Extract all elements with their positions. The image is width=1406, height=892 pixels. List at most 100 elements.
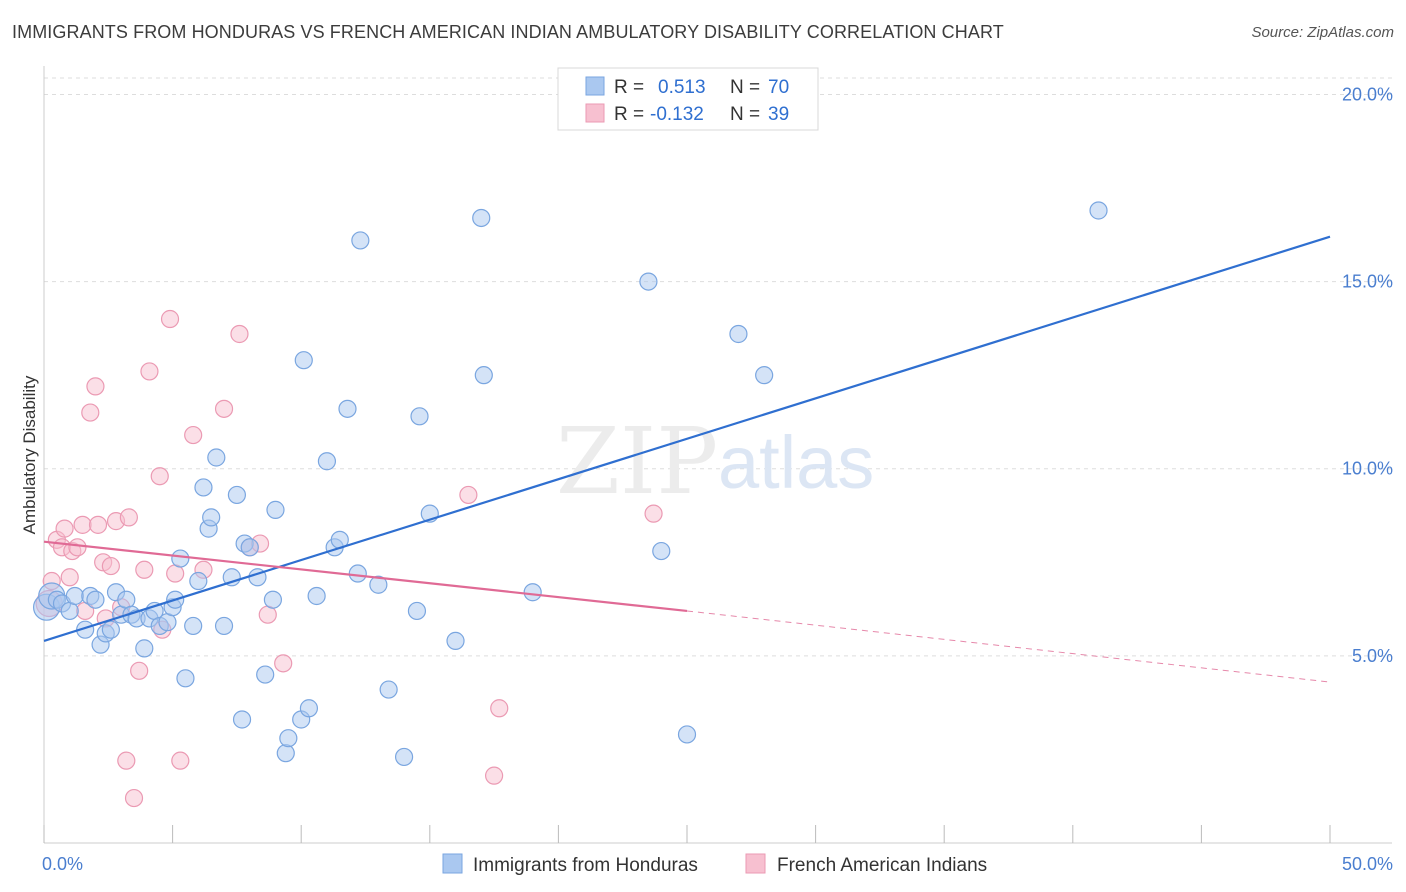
axes	[43, 66, 1392, 844]
watermark-atlas: atlas	[718, 421, 874, 504]
honduras-point-35	[232, 710, 252, 729]
honduras-point-5	[65, 586, 84, 606]
french-american-indian-point-38	[490, 699, 509, 718]
honduras-point-65	[652, 541, 671, 561]
french-american-indian-point-32	[230, 324, 249, 344]
watermark: ZIP atlas	[556, 408, 874, 515]
french-american-indian-point-18	[117, 751, 136, 770]
french-american-indian-point-21	[130, 661, 149, 680]
honduras-point-48	[317, 452, 337, 471]
french-american-indian-point-37	[459, 485, 478, 505]
legend-n-label-2: N =	[730, 104, 760, 125]
honduras-point-66	[677, 725, 697, 744]
legend-r-label-2: R =	[614, 104, 644, 125]
french-american-indian-point-22	[135, 560, 154, 579]
legend-n-value-2: 39	[768, 104, 789, 125]
honduras-point-60	[446, 631, 465, 650]
legend-swatch-blue	[585, 76, 605, 96]
honduras-point-28	[194, 478, 213, 497]
honduras-point-39	[256, 665, 275, 684]
legend-n-label-1: N =	[730, 77, 760, 98]
legend-r-value-2: -0.132	[650, 104, 704, 125]
y-tick-label-2: 15.0%	[1342, 272, 1393, 292]
french-american-indian-point-39	[485, 766, 504, 785]
bottom-legend-label-2: French American Indians	[777, 855, 987, 876]
honduras-point-32	[214, 616, 234, 636]
honduras-point-26	[184, 616, 203, 636]
french-american-indian-point-40	[644, 504, 663, 523]
french-american-indian-point-26	[160, 309, 180, 329]
french-american-indian-point-5	[60, 568, 79, 587]
honduras-point-45	[294, 351, 313, 370]
french-american-indian-point-29	[184, 425, 203, 445]
french-american-indian-point-10	[81, 403, 100, 422]
french-american-indian-point-12	[88, 515, 108, 534]
y-tick-labels: 5.0% 10.0% 15.0% 20.0%	[1342, 84, 1393, 665]
series-french-american-indians	[35, 309, 663, 808]
honduras-point-69	[1089, 201, 1108, 220]
trend-line-french-american-indians-extension	[686, 610, 1331, 683]
french-american-indian-point-28	[171, 751, 190, 770]
honduras-point-52	[348, 564, 367, 583]
y-tick-label-0: 5.0%	[1352, 646, 1393, 666]
bottom-legend-swatch-pink	[745, 853, 766, 874]
legend-n-value-1: 70	[768, 77, 789, 98]
french-american-indian-point-15	[101, 556, 120, 576]
honduras-point-46	[299, 699, 319, 718]
honduras-point-37	[240, 538, 259, 557]
french-american-indian-point-11	[86, 377, 105, 396]
honduras-point-8	[86, 590, 105, 609]
legend-swatch-pink	[585, 103, 605, 123]
honduras-point-42	[276, 744, 295, 763]
honduras-point-57	[407, 601, 427, 621]
trend-line-french-american-indians	[43, 540, 688, 613]
bottom-legend: Immigrants from Honduras French American…	[442, 853, 987, 876]
honduras-point-40	[263, 590, 283, 609]
trend-lines	[43, 235, 1331, 683]
honduras-point-31	[207, 448, 226, 467]
honduras-point-47	[307, 586, 326, 606]
french-american-indian-point-20	[124, 788, 144, 808]
y-tick-label-1: 10.0%	[1342, 459, 1393, 479]
honduras-point-25	[176, 669, 195, 688]
y-axis-label: Ambulatory Disability	[20, 375, 39, 534]
honduras-point-61	[472, 208, 491, 228]
chart-title: IMMIGRANTS FROM HONDURAS VS FRENCH AMERI…	[12, 22, 1004, 42]
bottom-legend-swatch-blue	[442, 853, 463, 874]
honduras-point-58	[410, 407, 429, 426]
honduras-point-55	[379, 680, 398, 699]
honduras-point-43	[279, 729, 298, 748]
honduras-point-67	[729, 324, 748, 344]
french-american-indian-point-19	[119, 508, 138, 527]
french-american-indian-point-36	[274, 654, 293, 673]
legend: R = 0.513 N = 70 R = -0.132 N = 39	[557, 67, 819, 131]
honduras-point-11	[101, 620, 120, 639]
grid-lines	[44, 77, 1392, 657]
french-american-indian-point-4	[55, 519, 74, 538]
honduras-point-64	[639, 272, 658, 291]
honduras-point-41	[266, 500, 285, 519]
honduras-point-62	[474, 366, 493, 385]
y-tick-label-3: 20.0%	[1342, 84, 1393, 104]
honduras-point-51	[338, 399, 357, 418]
honduras-point-34	[227, 485, 246, 505]
french-american-indian-point-24	[150, 467, 169, 486]
source-label: Source: ZipAtlas.com	[1251, 24, 1394, 41]
honduras-point-27	[189, 571, 208, 591]
watermark-zip: ZIP	[556, 408, 718, 515]
honduras-point-53	[351, 231, 370, 250]
legend-r-label-1: R =	[614, 77, 644, 98]
bottom-legend-label-1: Immigrants from Honduras	[473, 855, 698, 876]
honduras-point-30	[202, 508, 221, 527]
honduras-point-68	[755, 366, 774, 385]
honduras-point-24	[171, 549, 190, 568]
honduras-point-63	[523, 583, 542, 602]
trend-line-honduras	[43, 235, 1331, 642]
honduras-point-56	[394, 747, 414, 767]
legend-r-value-1: 0.513	[658, 77, 706, 98]
french-american-indian-point-23	[140, 362, 159, 381]
french-american-indian-point-7	[68, 538, 87, 557]
x-tick-label-min: 0.0%	[42, 854, 83, 874]
x-tick-label-max: 50.0%	[1342, 854, 1393, 874]
